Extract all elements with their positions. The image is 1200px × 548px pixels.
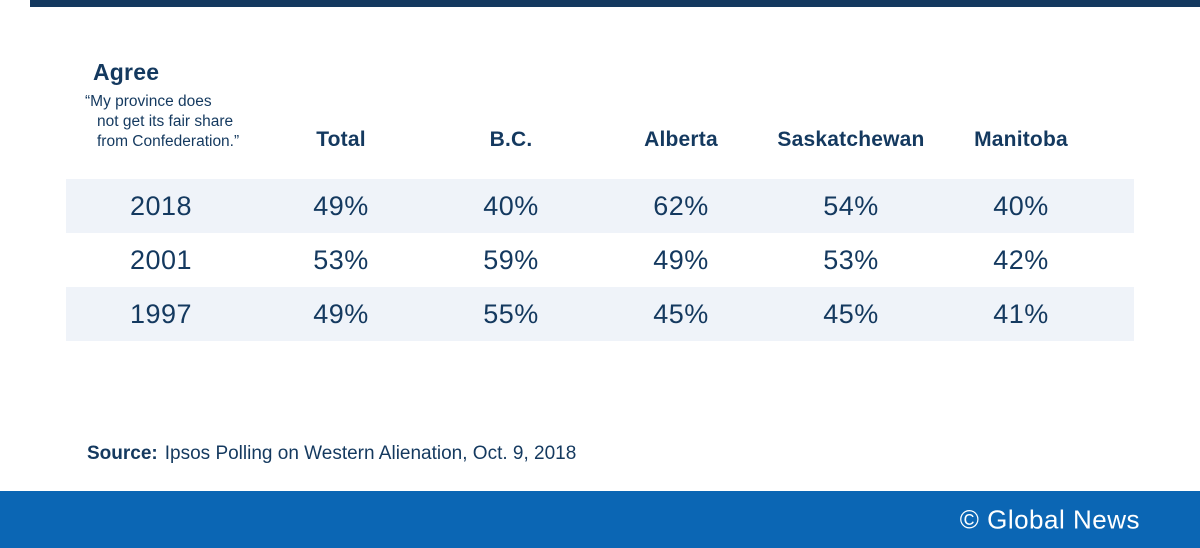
table-row-1997: 1997 49% 55% 45% 45% 41% bbox=[66, 287, 1134, 341]
table-row-2001: 2001 53% 59% 49% 53% 42% bbox=[66, 233, 1134, 287]
column-header-alberta: Alberta bbox=[644, 128, 718, 151]
value-cell-1997-saskatchewan: 45% bbox=[823, 298, 879, 329]
value-cell-2001-bc: 59% bbox=[483, 244, 539, 275]
column-header-total: Total bbox=[316, 128, 366, 151]
source-text: Ipsos Polling on Western Alienation, Oct… bbox=[164, 443, 577, 464]
quote-line-3: from Confederation.” bbox=[97, 133, 240, 150]
table-body: 2018 49% 40% 62% 54% 40% 2001 53% 59% 49… bbox=[66, 179, 1134, 341]
column-header-manitoba: Manitoba bbox=[974, 128, 1068, 151]
value-cell-2018-saskatchewan: 54% bbox=[823, 190, 879, 221]
value-cell-2001-total: 53% bbox=[313, 244, 369, 275]
value-cell-2001-saskatchewan: 53% bbox=[823, 244, 879, 275]
value-cell-1997-alberta: 45% bbox=[653, 298, 709, 329]
copyright-credit: © Global News bbox=[959, 504, 1140, 534]
source-line: Source: Ipsos Polling on Western Alienati… bbox=[87, 443, 576, 465]
quote-line-1: “My province does bbox=[85, 93, 212, 110]
value-cell-2018-alberta: 62% bbox=[653, 190, 709, 221]
value-cell-2018-manitoba: 40% bbox=[993, 190, 1049, 221]
quote-line-2: not get its fair share bbox=[97, 113, 234, 130]
value-cell-2018-bc: 40% bbox=[483, 190, 539, 221]
year-label: 1997 bbox=[129, 298, 193, 329]
year-label: 2001 bbox=[129, 244, 193, 275]
value-cell-1997-total: 49% bbox=[313, 298, 369, 329]
column-header-bc: B.C. bbox=[489, 128, 533, 151]
chart-subtitle-quote: “My province does not get its fair share… bbox=[85, 92, 239, 152]
table-row-2018: 2018 49% 40% 62% 54% 40% bbox=[66, 179, 1134, 233]
column-header-saskatchewan: Saskatchewan bbox=[777, 128, 925, 151]
table-header-row: Total B.C. Alberta Saskatchewan Manitoba bbox=[66, 124, 1134, 156]
value-cell-2001-manitoba: 42% bbox=[993, 244, 1049, 275]
footer-bar: © Global News bbox=[0, 491, 1200, 548]
year-label: 2018 bbox=[129, 190, 193, 221]
value-cell-2018-total: 49% bbox=[313, 190, 369, 221]
value-cell-1997-manitoba: 41% bbox=[993, 298, 1049, 329]
source-label: Source: bbox=[87, 443, 158, 464]
value-cell-1997-bc: 55% bbox=[483, 298, 539, 329]
chart-title: Agree bbox=[93, 59, 160, 85]
value-cell-2001-alberta: 49% bbox=[653, 244, 709, 275]
top-accent-bar bbox=[30, 0, 1200, 7]
